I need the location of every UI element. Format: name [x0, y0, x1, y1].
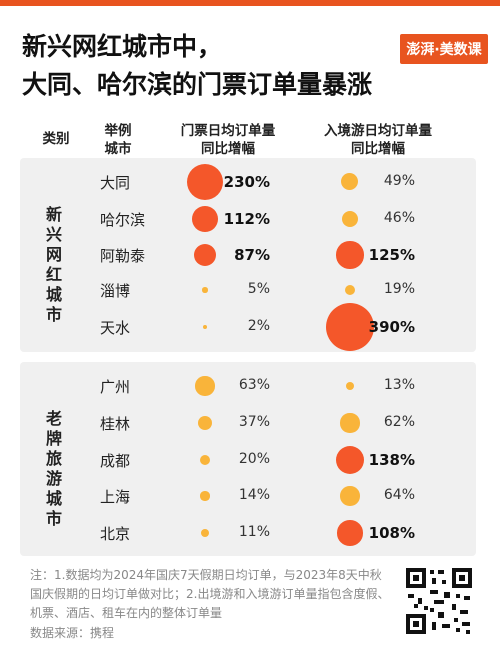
inbound-percent-label: 125% — [368, 246, 415, 264]
top-accent-bar — [0, 0, 500, 6]
city-name: 上海 — [100, 488, 131, 506]
ticket-percent-label: 63% — [238, 377, 270, 393]
column-header-ticket: 门票日均订单量 同比增幅 — [168, 122, 288, 158]
inbound-percent-label: 108% — [368, 524, 415, 542]
inbound-bubble — [344, 284, 356, 296]
brand-logo: 澎湃·美数课 — [400, 34, 488, 64]
title-line-1: 新兴网红城市中， — [22, 32, 223, 61]
inbound-bubble — [345, 381, 355, 391]
city-name: 成都 — [100, 452, 131, 470]
inbound-bubble — [341, 210, 359, 228]
city-name: 阿勒泰 — [100, 247, 146, 265]
qr-code-icon — [404, 566, 474, 636]
inbound-percent-label: 13% — [383, 377, 415, 393]
ticket-bubble — [200, 528, 210, 538]
column-header-category: 类别 — [42, 131, 70, 147]
ticket-bubble — [186, 163, 224, 201]
city-name: 淄博 — [100, 282, 131, 300]
ticket-bubble — [199, 454, 211, 466]
inbound-bubble — [336, 241, 364, 269]
inbound-percent-label: 46% — [383, 210, 415, 226]
city-name: 广州 — [100, 378, 131, 396]
column-header-city-line2: 城市 — [104, 141, 132, 157]
ticket-bubble — [203, 325, 207, 329]
column-header-city-line1: 举例 — [104, 123, 132, 139]
column-header-ticket-line1: 门票日均订单量 — [180, 123, 276, 139]
column-header-ticket-line2: 同比增幅 — [201, 141, 255, 157]
inbound-bubble — [341, 173, 359, 191]
column-header-inbound: 入境游日均订单量 同比增幅 — [312, 122, 444, 158]
inbound-percent-label: 138% — [368, 451, 415, 469]
ticket-bubble — [193, 243, 217, 267]
column-header-city: 举例 城市 — [96, 122, 140, 158]
inbound-percent-label: 49% — [383, 173, 415, 189]
city-name: 大同 — [100, 174, 131, 192]
city-name: 哈尔滨 — [100, 211, 146, 229]
title-line-2: 大同、哈尔滨的门票订单量暴涨 — [22, 70, 373, 99]
ticket-percent-label: 5% — [247, 281, 270, 297]
inbound-percent-label: 64% — [383, 487, 415, 503]
ticket-bubble — [195, 376, 215, 396]
inbound-bubble — [326, 303, 374, 351]
city-name: 天水 — [100, 319, 131, 337]
ticket-bubble — [192, 206, 218, 232]
ticket-bubble — [200, 491, 210, 501]
inbound-bubble — [335, 445, 365, 475]
ticket-percent-label: 2% — [247, 318, 270, 334]
column-header-inbound-line1: 入境游日均订单量 — [324, 123, 432, 139]
ticket-percent-label: 14% — [238, 487, 270, 503]
data-source: 数据来源：携程 — [30, 626, 115, 640]
inbound-percent-label: 19% — [383, 281, 415, 297]
page-title: 新兴网红城市中， 大同、哈尔滨的门票订单量暴涨 — [22, 28, 382, 104]
ticket-bubble — [202, 287, 208, 293]
city-name: 北京 — [100, 525, 131, 543]
ticket-percent-label: 230% — [223, 173, 270, 191]
group-panel-emerging — [20, 158, 476, 352]
ticket-percent-label: 11% — [238, 524, 270, 540]
inbound-percent-label: 62% — [383, 414, 415, 430]
group-label-emerging: 新兴网红城市 — [45, 205, 62, 324]
ticket-percent-label: 87% — [234, 246, 270, 264]
group-panel-classic — [20, 362, 476, 556]
inbound-bubble — [337, 520, 363, 546]
ticket-bubble — [197, 415, 213, 431]
ticket-percent-label: 112% — [223, 210, 270, 228]
ticket-percent-label: 37% — [238, 414, 270, 430]
inbound-percent-label: 390% — [368, 318, 415, 336]
ticket-percent-label: 20% — [238, 451, 270, 467]
group-label-classic: 老牌旅游城市 — [45, 409, 62, 528]
city-name: 桂林 — [100, 415, 131, 433]
inbound-bubble — [340, 413, 360, 433]
footnote: 注：1.数据均为2024年国庆7天假期日均订单，与2023年8天中秋国庆假期的日… — [30, 568, 390, 620]
inbound-bubble — [340, 486, 360, 506]
column-header-inbound-line2: 同比增幅 — [351, 141, 405, 157]
